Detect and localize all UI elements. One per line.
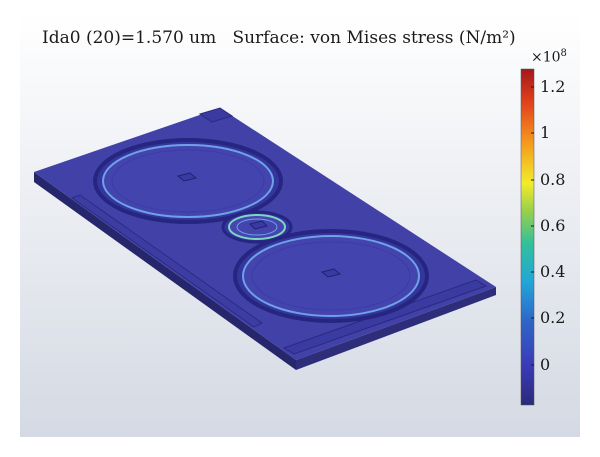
colorbar-multiplier: ×108 [531, 48, 567, 66]
colorbar-tick-label: 0.8 [540, 170, 566, 189]
large-ring-upper [93, 138, 283, 224]
colorbar [520, 68, 535, 406]
plot-title: Ida0 (20)=1.570 um Surface: von Mises st… [42, 28, 516, 48]
colorbar-multiplier-exponent: 8 [560, 48, 567, 59]
colorbar-ticks [531, 86, 534, 366]
colorbar-multiplier-base: ×10 [531, 49, 561, 66]
colorbar-tick-label: 0.6 [540, 216, 566, 235]
colorbar-tick-label: 1 [540, 123, 551, 142]
colorbar-tick-label: 0 [540, 355, 551, 374]
colorbar-tick-label: 1.2 [540, 77, 566, 96]
colorbar-tick-label: 0.2 [540, 308, 566, 327]
large-ring-lower [233, 229, 429, 323]
small-ring-center [221, 210, 293, 244]
colorbar-tick-label: 0.4 [540, 262, 566, 281]
